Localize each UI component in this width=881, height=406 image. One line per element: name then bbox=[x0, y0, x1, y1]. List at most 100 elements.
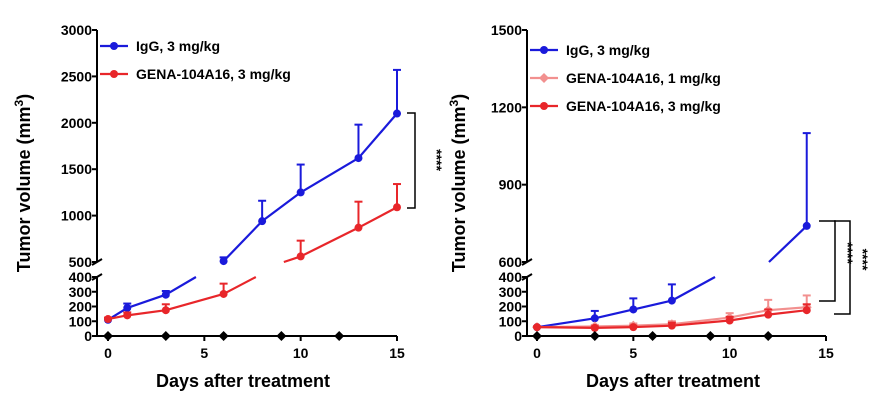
data-point bbox=[123, 311, 132, 320]
data-point bbox=[802, 221, 811, 230]
data-point bbox=[219, 289, 228, 298]
legend-marker bbox=[110, 70, 118, 78]
y-tick-label: 3000 bbox=[61, 22, 92, 38]
series-line bbox=[300, 226, 359, 258]
dosing-marker bbox=[532, 331, 542, 341]
series-line bbox=[768, 225, 808, 263]
series-line bbox=[165, 292, 224, 312]
y-axis-title-close: ) bbox=[449, 94, 469, 100]
y-axis-title-superscript: 3 bbox=[12, 100, 26, 107]
data-point bbox=[590, 323, 599, 332]
series-line bbox=[594, 324, 634, 328]
data-point bbox=[104, 315, 112, 324]
legend-marker bbox=[540, 46, 548, 54]
y-axis-title-main: Tumor volume (mm bbox=[449, 107, 469, 273]
series-line bbox=[768, 306, 807, 312]
series-line bbox=[768, 309, 807, 316]
y-tick-label: 300 bbox=[69, 284, 93, 300]
data-point bbox=[393, 109, 401, 118]
series-line bbox=[127, 309, 166, 317]
x-tick-label: 10 bbox=[293, 345, 309, 361]
x-tick-label: 5 bbox=[629, 345, 637, 361]
series-line bbox=[671, 319, 730, 327]
data-point bbox=[533, 323, 541, 332]
y-tick-label: 600 bbox=[499, 254, 523, 270]
y-axis-title-superscript: 3 bbox=[447, 100, 461, 107]
legend-marker bbox=[539, 73, 549, 83]
legend-marker bbox=[110, 42, 118, 50]
series-line bbox=[300, 157, 360, 194]
dosing-marker bbox=[160, 331, 171, 341]
legend-label: IgG, 3 mg/kg bbox=[566, 42, 650, 58]
y-tick-label: 1200 bbox=[491, 99, 522, 115]
significance-label: **** bbox=[429, 149, 445, 171]
dosing-marker bbox=[103, 331, 113, 341]
x-tick-label: 15 bbox=[818, 345, 834, 361]
data-point bbox=[802, 306, 811, 315]
series-line bbox=[222, 220, 263, 262]
dosing-marker bbox=[763, 331, 774, 341]
x-tick-label: 15 bbox=[389, 345, 405, 361]
dosing-marker bbox=[334, 331, 345, 341]
y-tick-label: 1500 bbox=[491, 22, 522, 38]
y-tick-label: 100 bbox=[69, 313, 93, 329]
series-3 bbox=[533, 303, 811, 332]
significance-bracket bbox=[407, 112, 416, 209]
data-point bbox=[161, 306, 170, 315]
data-point bbox=[764, 310, 773, 319]
series-line bbox=[671, 316, 730, 326]
data-point bbox=[393, 203, 401, 212]
y-axis-title: Tumor volume (mm3) bbox=[12, 94, 34, 272]
y-tick-label: 0 bbox=[84, 328, 92, 344]
y-axis-title-main: Tumor volume (mm bbox=[14, 107, 34, 273]
series-2 bbox=[104, 183, 401, 324]
legend-label: IgG, 3 mg/kg bbox=[136, 38, 220, 54]
y-tick-label: 1500 bbox=[61, 161, 92, 177]
x-tick-label: 0 bbox=[104, 345, 112, 361]
y-tick-label: 200 bbox=[69, 299, 93, 315]
dosing-marker bbox=[276, 331, 287, 341]
series-1 bbox=[104, 68, 401, 324]
data-point bbox=[354, 223, 363, 232]
y-axis-title-close: ) bbox=[14, 94, 34, 100]
y-tick-label: 500 bbox=[69, 254, 93, 270]
y-tick-label: 400 bbox=[499, 269, 523, 285]
data-point bbox=[219, 257, 228, 266]
y-tick-label: 400 bbox=[69, 269, 93, 285]
dosing-marker bbox=[589, 331, 600, 341]
data-point bbox=[296, 188, 305, 197]
data-point bbox=[123, 303, 132, 312]
series-line bbox=[671, 276, 716, 302]
data-point bbox=[161, 290, 170, 299]
y-axis-title: Tumor volume (mm3) bbox=[447, 94, 469, 272]
data-point bbox=[590, 314, 599, 323]
significance-label: **** bbox=[855, 249, 871, 271]
series-line bbox=[357, 112, 398, 159]
x-tick-label: 5 bbox=[200, 345, 208, 361]
series-line bbox=[536, 317, 595, 329]
series-line bbox=[729, 313, 769, 322]
x-axis-title: Days after treatment bbox=[586, 371, 760, 391]
series-line bbox=[594, 308, 634, 320]
dosing-marker bbox=[647, 331, 658, 341]
legend-label: GENA-104A16, 3 mg/kg bbox=[136, 66, 291, 82]
series-line bbox=[633, 324, 672, 329]
significance-label: **** bbox=[840, 242, 856, 264]
y-tick-label: 0 bbox=[514, 328, 522, 344]
y-tick-label: 300 bbox=[499, 284, 523, 300]
legend-label: GENA-104A16, 3 mg/kg bbox=[566, 98, 721, 114]
data-point bbox=[629, 323, 638, 332]
data-point bbox=[667, 321, 676, 330]
data-point bbox=[667, 296, 676, 305]
y-tick-label: 2000 bbox=[61, 115, 92, 131]
series-line bbox=[126, 293, 167, 310]
x-tick-label: 0 bbox=[533, 345, 541, 361]
series-line bbox=[729, 309, 769, 319]
series-line bbox=[357, 206, 398, 229]
data-point bbox=[258, 217, 267, 226]
data-point bbox=[725, 316, 734, 325]
series-line bbox=[261, 191, 302, 223]
